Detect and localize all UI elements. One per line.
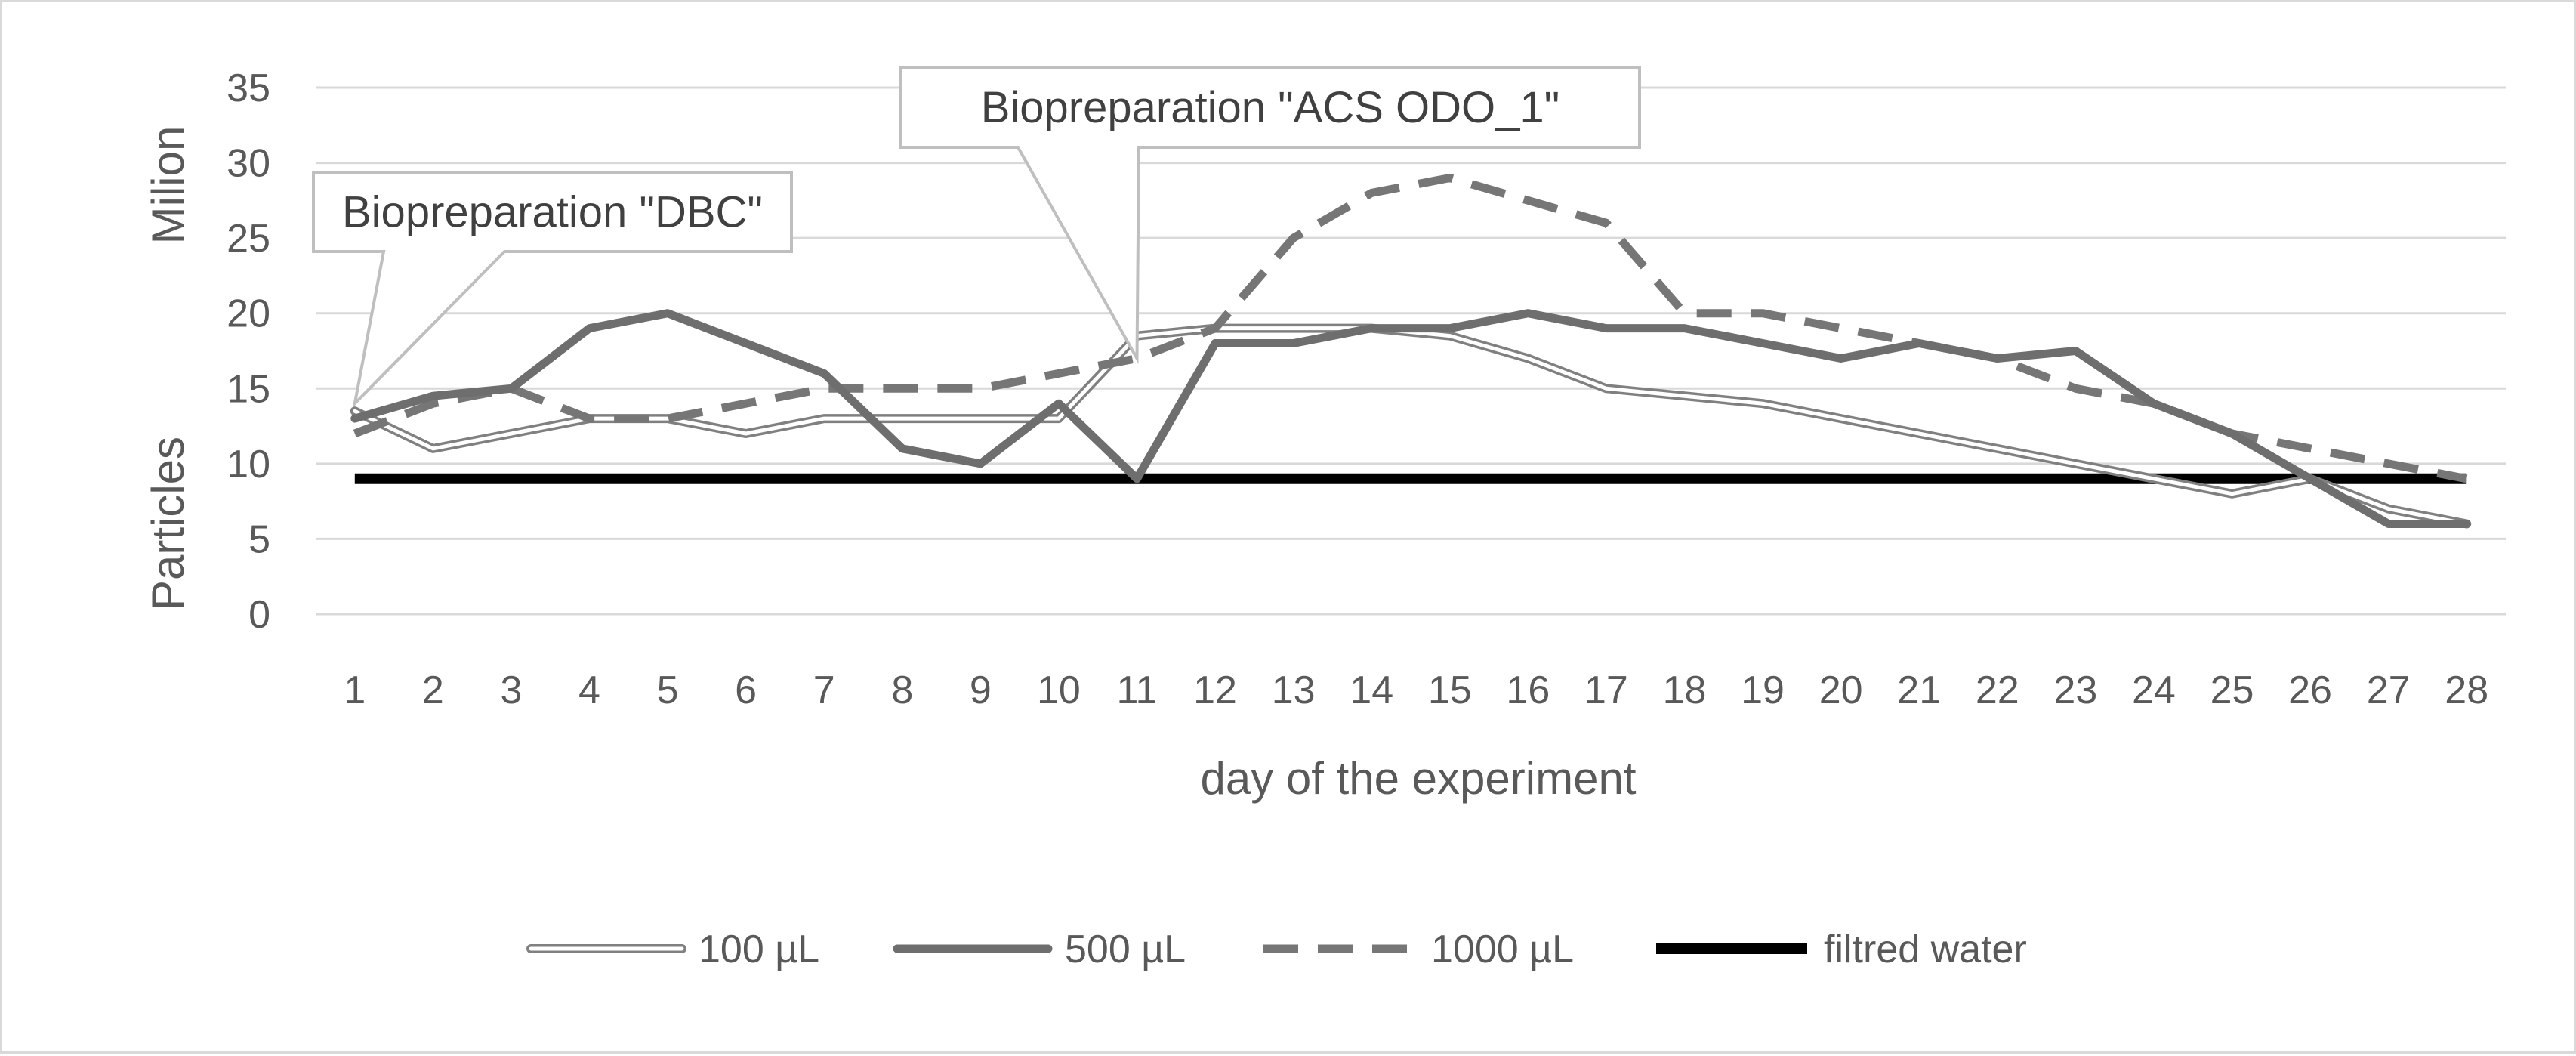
x-tick-label: 9 (970, 668, 992, 712)
callout-box (899, 66, 1641, 364)
y-tick-label: 5 (248, 517, 270, 561)
series-line (350, 309, 2471, 528)
x-tick-label: 16 (1506, 668, 1550, 712)
x-tick-label: 8 (891, 668, 913, 712)
y-tick-label: 20 (227, 292, 270, 336)
callout-text: Biopreparation "ACS ODO_1" (981, 83, 1560, 132)
legend-label: 500 µL (1065, 928, 1186, 971)
annotation-callout: Biopreparation "DBC" (312, 171, 793, 409)
x-tick-label: 18 (1663, 668, 1707, 712)
y-tick-label: 25 (227, 217, 270, 261)
series-layer (350, 174, 2472, 529)
x-tick-label: 6 (735, 668, 757, 712)
x-tick-label: 5 (657, 668, 679, 712)
x-tick-label: 21 (1897, 668, 1941, 712)
x-tick-label: 10 (1037, 668, 1081, 712)
series-100-l (350, 323, 2472, 529)
x-tick-label: 11 (1117, 668, 1158, 712)
x-tick-label: 7 (813, 668, 835, 712)
legend-item: 500 µL (893, 928, 1186, 971)
x-tick-label: 28 (2445, 668, 2488, 712)
annotations: Biopreparation "DBC" Biopreparation "ACS … (312, 66, 1641, 409)
y-tick-label: 35 (227, 66, 270, 110)
series-line-inner (353, 326, 2469, 526)
x-tick-label: 24 (2132, 668, 2176, 712)
x-tick-label: 14 (1350, 668, 1393, 712)
y-tick-label: 30 (227, 142, 270, 186)
y-tick-label: 15 (227, 367, 270, 411)
legend-label: 100 µL (699, 928, 819, 971)
x-tick-label: 1 (344, 668, 366, 712)
y-axis-title-particles: Particles (143, 437, 193, 610)
x-tick-label: 3 (500, 668, 522, 712)
legend-label: filtred water (1824, 928, 2027, 971)
x-tick-label: 2 (422, 668, 444, 712)
legend: 100 µL 500 µL 1000 µL filtred water (526, 928, 2027, 971)
series-500-l (350, 309, 2471, 528)
x-tick-label: 4 (578, 668, 600, 712)
x-tick-label: 17 (1584, 668, 1628, 712)
y-axis-title-milion: Milion (143, 126, 193, 245)
callout-box (312, 171, 793, 409)
x-tick-label: 27 (2367, 668, 2411, 712)
y-tick-label: 10 (227, 443, 270, 486)
x-tick-label: 13 (1272, 668, 1316, 712)
x-tick-label: 19 (1741, 668, 1785, 712)
grid (316, 86, 2506, 616)
legend-item: 1000 µL (1263, 928, 1574, 971)
legend-item: 100 µL (526, 928, 819, 971)
annotation-callout: Biopreparation "ACS ODO_1" (899, 66, 1641, 364)
x-tick-label: 12 (1193, 668, 1237, 712)
x-axis-title: day of the experiment (1200, 753, 1636, 804)
y-axis-ticks: 0 5 10 15 20 25 30 35 (227, 66, 270, 637)
x-tick-label: 23 (2053, 668, 2097, 712)
legend-label: 1000 µL (1431, 928, 1574, 971)
x-tick-label: 20 (1819, 668, 1863, 712)
x-tick-label: 25 (2210, 668, 2254, 712)
x-tick-label: 26 (2288, 668, 2332, 712)
series-line-outer (350, 323, 2472, 529)
callout-text: Biopreparation "DBC" (342, 188, 763, 237)
x-axis-ticks: 1 2 3 4 5 6 7 8 9 10 11 12 13 14 15 16 17 18 19 20 21 22 23 24 2… (344, 668, 2488, 712)
legend-item: filtred water (1656, 928, 2027, 971)
x-tick-label: 15 (1428, 668, 1472, 712)
y-tick-label: 0 (248, 593, 270, 637)
x-tick-label: 22 (1976, 668, 2019, 712)
